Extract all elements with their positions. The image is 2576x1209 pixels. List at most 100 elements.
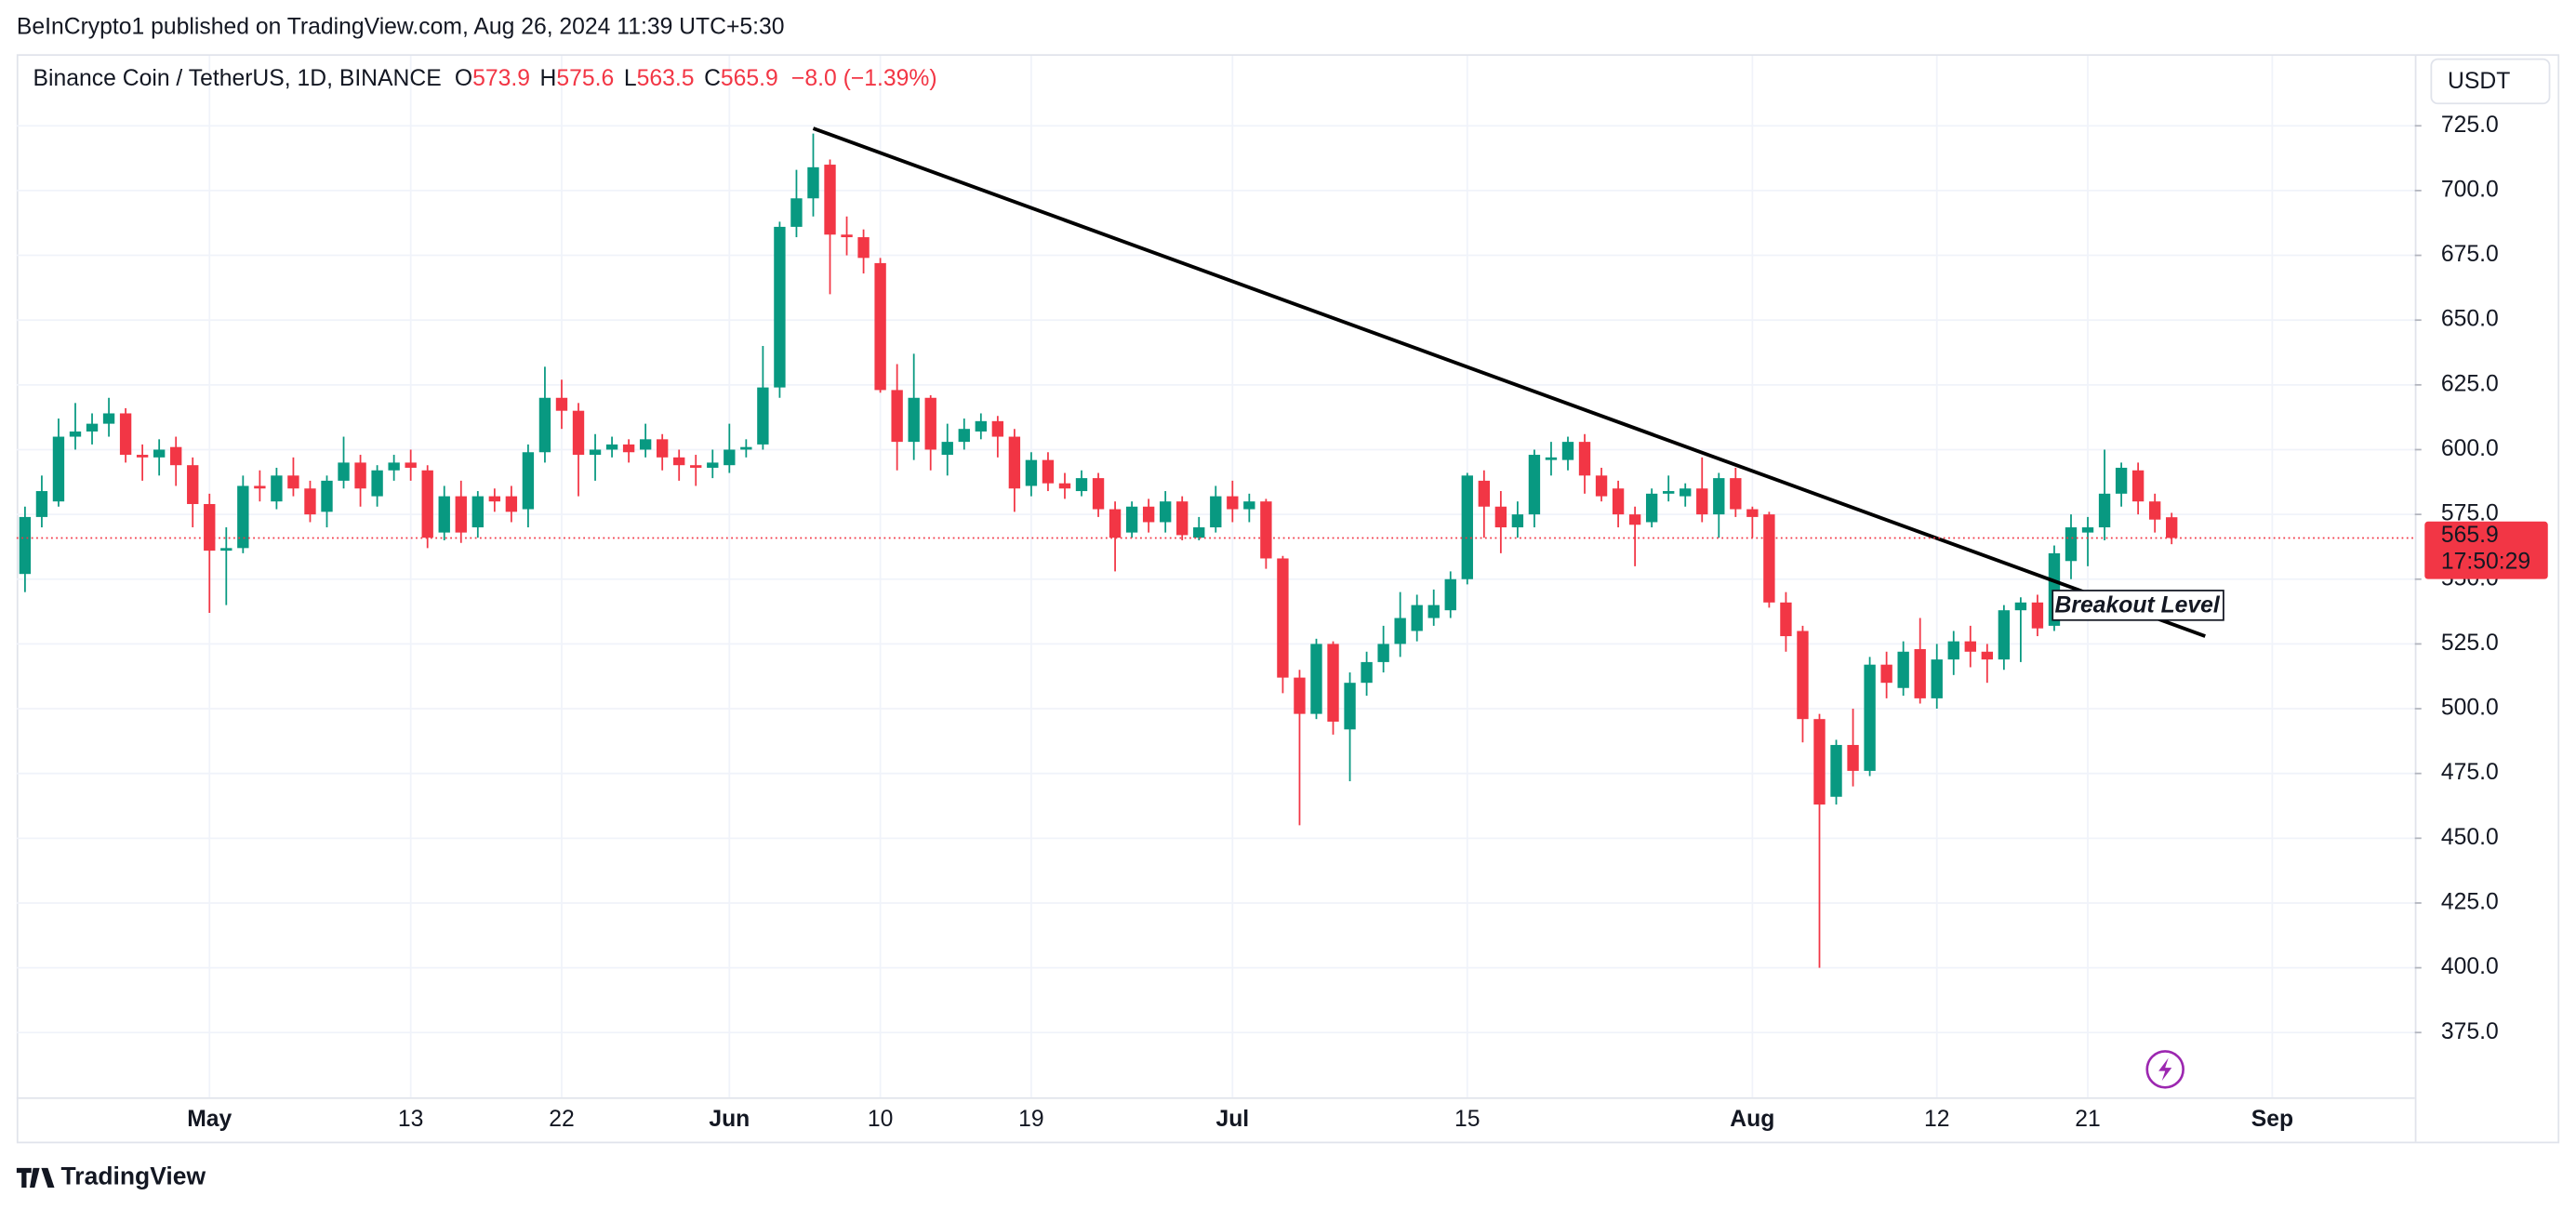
candle-body <box>1427 604 1440 618</box>
legend-change: −8.0 (−1.39%) <box>791 65 937 90</box>
legend-low: 563.5 <box>637 65 695 90</box>
x-tick-label: 10 <box>868 1107 893 1132</box>
candle-body <box>740 446 752 450</box>
candle-body <box>2065 527 2078 562</box>
candle-body <box>102 413 115 424</box>
candle-body <box>187 465 199 504</box>
candle-body <box>1193 527 1205 538</box>
candle-body <box>405 462 417 468</box>
y-tick-label: 375.0 <box>2441 1019 2499 1044</box>
last-price: 565.9 <box>2441 523 2499 548</box>
candle-body <box>1008 436 1021 489</box>
candle-body <box>1947 641 1959 660</box>
candle-body <box>941 442 953 456</box>
candle-body <box>488 496 501 502</box>
candle-body <box>1763 514 1775 603</box>
candle-body <box>1277 558 1289 678</box>
last-price-tag <box>2424 521 2548 579</box>
candle-body <box>1696 488 1708 515</box>
candle-body <box>1663 491 1675 494</box>
x-tick-label: 22 <box>549 1107 575 1132</box>
candle-body <box>505 496 518 512</box>
candle-body <box>1125 506 1138 533</box>
candle-body <box>1025 459 1038 486</box>
candle-body <box>522 452 535 510</box>
candle-body <box>1361 661 1373 684</box>
candle-body <box>19 516 32 575</box>
candle-body <box>1494 506 1507 528</box>
candle-body <box>1645 493 1658 523</box>
candle-body <box>639 439 652 450</box>
candle-body <box>2148 501 2161 520</box>
candle-body <box>1310 644 1322 714</box>
candle-body <box>774 226 786 388</box>
candle-body <box>673 457 685 466</box>
candle-body <box>354 462 366 489</box>
candle-body <box>1880 664 1892 684</box>
x-tick-label: Jul <box>1215 1107 1249 1132</box>
candle-body <box>622 444 635 453</box>
candle-body <box>1294 677 1306 714</box>
candle-body <box>204 503 216 551</box>
y-tick-label: 425.0 <box>2441 889 2499 914</box>
publish-info: BeInCrypto1 published on TradingView.com… <box>17 15 785 40</box>
countdown: 17:50:29 <box>2441 549 2530 574</box>
candle-body <box>656 439 669 458</box>
candle-body <box>388 462 400 471</box>
legend-high: 575.6 <box>556 65 614 90</box>
candle-body <box>1813 719 1826 805</box>
x-tick-label: May <box>187 1107 232 1132</box>
candle-body <box>1260 501 1272 559</box>
candle-body <box>1713 478 1725 515</box>
x-tick-label: 15 <box>1454 1107 1480 1132</box>
y-tick-label: 700.0 <box>2441 177 2499 202</box>
candle-body <box>1075 478 1088 492</box>
candle-body <box>1411 604 1423 631</box>
y-tick-label: 450.0 <box>2441 825 2499 850</box>
y-tick-label: 525.0 <box>2441 631 2499 656</box>
x-tick-label: 21 <box>2075 1107 2101 1132</box>
candle-body <box>321 480 333 512</box>
candle-body <box>1528 455 1541 515</box>
candle-body <box>2014 602 2027 611</box>
candle-body <box>455 496 467 533</box>
candle-body <box>1227 496 1239 510</box>
y-tick-label: 475.0 <box>2441 760 2499 785</box>
candle-body <box>757 387 769 445</box>
candle-body <box>2031 602 2044 629</box>
candle-body <box>119 413 132 456</box>
candle-body <box>1092 478 1105 510</box>
legend-ohlc-label: H <box>540 65 557 90</box>
currency-button[interactable] <box>2430 58 2551 105</box>
candle-body <box>589 449 602 456</box>
x-tick-label: Sep <box>2251 1107 2293 1132</box>
candle-body <box>1931 659 1943 698</box>
candle-body <box>153 449 166 458</box>
candle-body <box>690 465 702 468</box>
candle-body <box>2166 517 2178 538</box>
candle-body <box>958 429 970 443</box>
candle-body <box>136 455 149 458</box>
y-tick-label: 650.0 <box>2441 307 2499 332</box>
x-tick-label: Aug <box>1730 1107 1774 1132</box>
candle-body <box>724 449 736 466</box>
candle-body <box>371 470 383 497</box>
candle-body <box>1830 745 1842 797</box>
candle-body <box>421 470 433 538</box>
currency[interactable]: USDT <box>2448 69 2510 94</box>
candle-body <box>991 420 1004 437</box>
y-tick-label: 500.0 <box>2441 696 2499 721</box>
candle-body <box>1578 442 1591 476</box>
candle-body <box>1545 457 1558 460</box>
candle-body <box>2115 467 2128 494</box>
frame <box>16 54 2560 1144</box>
candle-body <box>1042 459 1055 484</box>
lightning-icon[interactable] <box>2145 1050 2184 1089</box>
plot: 375.0400.0425.0450.0475.0500.0525.0550.0… <box>16 56 2499 1132</box>
candle-body <box>824 165 836 235</box>
candle-body <box>707 462 719 468</box>
candle-body <box>1746 509 1759 517</box>
legend-ohlc-label: O <box>455 65 472 90</box>
x-tick-label: 13 <box>398 1107 424 1132</box>
